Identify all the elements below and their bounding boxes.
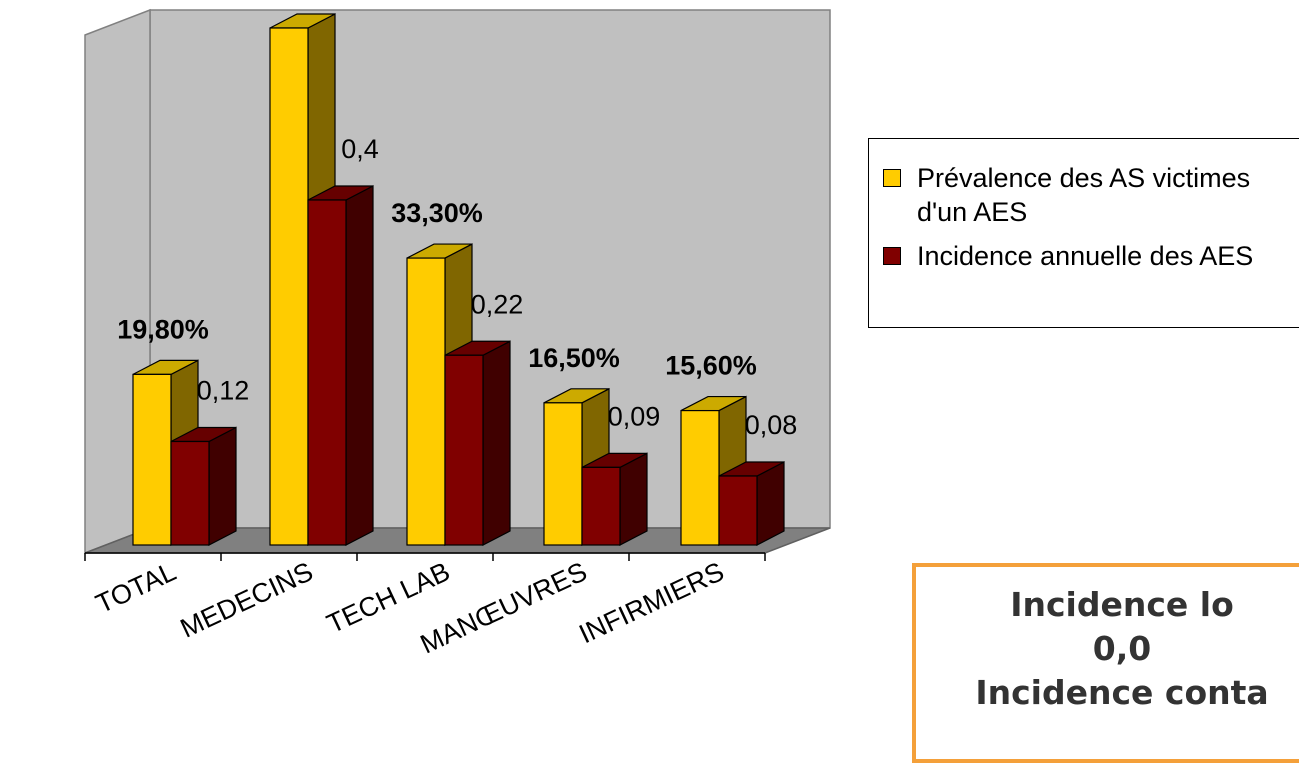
bar-side — [208, 426, 237, 546]
legend-label-prevalence: Prévalence des AS victimes d'un AES — [917, 163, 1251, 227]
bar-front — [581, 466, 621, 546]
bar-front — [718, 475, 758, 546]
category-label-1: MEDECINS — [176, 556, 318, 643]
bar-side — [345, 185, 374, 546]
value-label-prevalence-0: 19,80% — [117, 314, 209, 344]
bar-front — [543, 402, 583, 546]
bar-front — [307, 199, 347, 546]
value-label-incidence-4: 0,08 — [745, 410, 798, 440]
category-label-0: TOTAL — [91, 556, 180, 619]
value-label-prevalence-4: 15,60% — [665, 351, 757, 381]
bar-side — [482, 340, 511, 546]
incidence-note-box: Incidence lo 0,0 Incidence conta — [912, 563, 1299, 763]
bar-front — [170, 440, 210, 546]
bar-side — [619, 452, 648, 546]
bar-chart: 19,80%0,1260%0,433,30%0,2216,50%0,0915,6… — [84, 8, 831, 660]
note-line-1: Incidence lo — [1010, 585, 1234, 624]
bar-incidence-2 — [444, 340, 511, 546]
bar-front — [406, 257, 446, 546]
bar-front — [680, 409, 720, 546]
bar-front — [132, 373, 172, 546]
legend-label-incidence: Incidence annuelle des AES — [917, 241, 1254, 271]
value-label-prevalence-2: 33,30% — [391, 198, 483, 228]
legend: Prévalence des AS victimes d'un AES Inci… — [868, 138, 1299, 328]
legend-swatch-prevalence — [883, 169, 901, 187]
note-line-3: Incidence conta — [975, 673, 1269, 712]
bar-incidence-0 — [170, 426, 237, 546]
value-label-incidence-1: 0,4 — [341, 134, 379, 164]
bar-incidence-4 — [718, 461, 785, 546]
bar-incidence-3 — [581, 452, 648, 546]
bar-front — [444, 354, 484, 546]
bar-front — [269, 27, 309, 546]
category-label-4: INFIRMIERS — [574, 556, 728, 649]
value-label-incidence-2: 0,22 — [471, 289, 524, 319]
legend-swatch-incidence — [883, 247, 901, 265]
note-line-2: 0,0 — [1092, 629, 1152, 668]
value-labels-group: 19,80%0,1260%0,433,30%0,2216,50%0,0915,6… — [117, 134, 798, 440]
bars-group — [132, 13, 785, 546]
bar-incidence-1 — [307, 185, 374, 546]
value-label-incidence-0: 0,12 — [197, 376, 250, 406]
value-label-incidence-3: 0,09 — [608, 401, 661, 431]
value-label-prevalence-3: 16,50% — [528, 343, 620, 373]
